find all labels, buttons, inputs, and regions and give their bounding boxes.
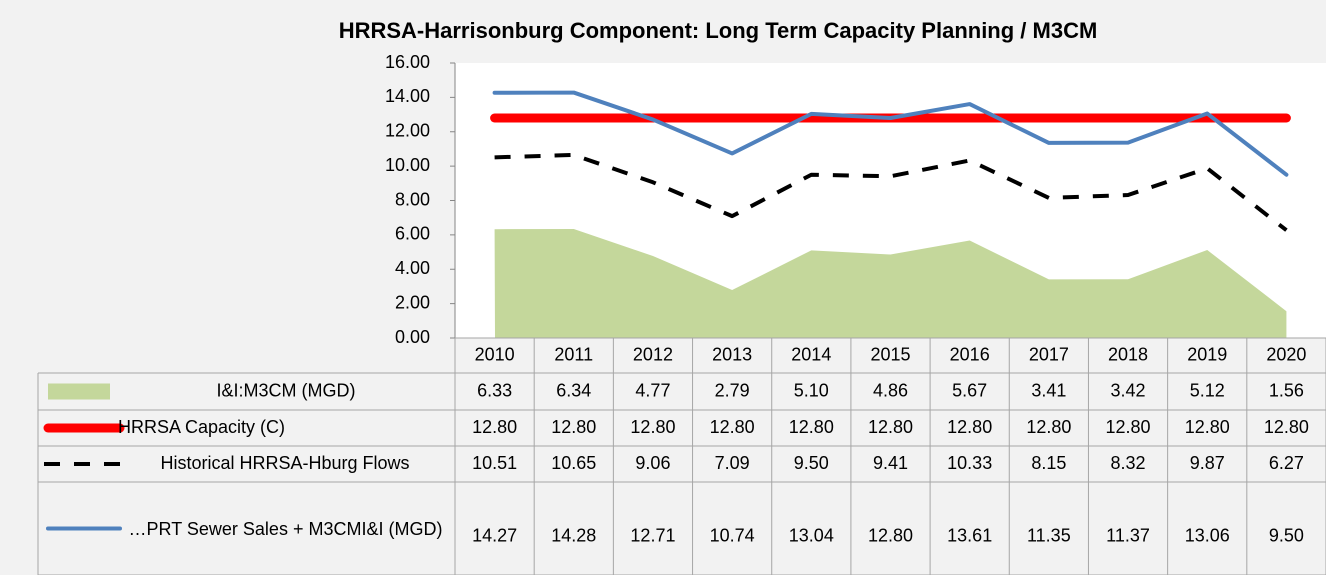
y-tick-label: 2.00 bbox=[395, 292, 430, 312]
table-cell: 6.27 bbox=[1269, 453, 1304, 473]
y-tick-label: 12.00 bbox=[385, 121, 430, 141]
table-cell: 11.37 bbox=[1106, 525, 1150, 545]
legend-label: I&I:M3CM (MGD) bbox=[217, 380, 356, 400]
table-cell: 14.27 bbox=[472, 525, 517, 545]
table-cell: 4.77 bbox=[635, 380, 670, 400]
table-cell: 9.87 bbox=[1190, 453, 1225, 473]
area bbox=[494, 229, 1287, 338]
y-tick-label: 4.00 bbox=[395, 258, 430, 278]
legend-swatch bbox=[48, 383, 110, 400]
table-cell: 2.79 bbox=[715, 380, 750, 400]
table-cell: 12.80 bbox=[1026, 417, 1071, 437]
x-tick-label: 2011 bbox=[554, 344, 593, 364]
table-cell: 12.80 bbox=[1264, 417, 1309, 437]
table-cell: 1.56 bbox=[1269, 380, 1304, 400]
table-cell: 12.80 bbox=[947, 417, 992, 437]
x-tick-label: 2020 bbox=[1266, 344, 1306, 364]
table-cell: 5.12 bbox=[1190, 380, 1225, 400]
table-cell: 3.42 bbox=[1111, 380, 1146, 400]
x-tick-label: 2014 bbox=[791, 344, 831, 364]
x-tick-label: 2015 bbox=[870, 344, 910, 364]
y-tick-label: 0.00 bbox=[395, 327, 430, 347]
x-tick-label: 2013 bbox=[712, 344, 752, 364]
y-tick-label: 14.00 bbox=[385, 86, 430, 106]
x-tick-label: 2010 bbox=[475, 344, 515, 364]
y-tick-label: 16.00 bbox=[385, 52, 430, 72]
table-cell: 12.80 bbox=[710, 417, 755, 437]
table-cell: 10.74 bbox=[710, 525, 755, 545]
y-tick-label: 8.00 bbox=[395, 189, 430, 209]
table-cell: 12.71 bbox=[630, 525, 675, 545]
table-cell: 4.86 bbox=[873, 380, 908, 400]
table-cell: 8.32 bbox=[1111, 453, 1146, 473]
line bbox=[494, 152, 1288, 232]
chart-title: HRRSA-Harrisonburg Component: Long Term … bbox=[339, 18, 1098, 43]
x-tick-label: 2017 bbox=[1029, 344, 1069, 364]
table-cell: 9.41 bbox=[873, 453, 908, 473]
table-cell: 10.51 bbox=[472, 453, 517, 473]
line bbox=[492, 90, 1289, 177]
table-cell: 14.28 bbox=[551, 525, 596, 545]
table-cell: 12.80 bbox=[1185, 417, 1230, 437]
x-tick-label: 2016 bbox=[950, 344, 990, 364]
table-cell: 3.41 bbox=[1031, 380, 1066, 400]
table-cell: 10.33 bbox=[947, 453, 992, 473]
table-cell: 9.06 bbox=[635, 453, 670, 473]
table-cell: 12.80 bbox=[868, 417, 913, 437]
legend-label: Historical HRRSA-Hburg Flows bbox=[160, 453, 409, 473]
table-cell: 9.50 bbox=[1269, 525, 1304, 545]
x-tick-label: 2012 bbox=[633, 344, 673, 364]
table-cell: 7.09 bbox=[715, 453, 750, 473]
table-cell: 12.80 bbox=[630, 417, 675, 437]
table-cell: 12.80 bbox=[789, 417, 834, 437]
table-cell: 13.61 bbox=[947, 525, 992, 545]
table-cell: 12.80 bbox=[1106, 417, 1151, 437]
table-cell: 13.04 bbox=[789, 525, 834, 545]
table-cell: 9.50 bbox=[794, 453, 829, 473]
table-cell: 12.80 bbox=[868, 525, 913, 545]
x-tick-label: 2019 bbox=[1187, 344, 1227, 364]
table-cell: 5.67 bbox=[952, 380, 987, 400]
table-cell: 11.35 bbox=[1027, 525, 1071, 545]
table-cell: 6.34 bbox=[556, 380, 591, 400]
legend-label: HRRSA Capacity (C) bbox=[118, 417, 285, 437]
y-tick-label: 6.00 bbox=[395, 224, 430, 244]
table-cell: 6.33 bbox=[477, 380, 512, 400]
table-cell: 10.65 bbox=[551, 453, 596, 473]
y-tick-label: 10.00 bbox=[385, 155, 430, 175]
table-cell: 5.10 bbox=[794, 380, 829, 400]
table-cell: 12.80 bbox=[472, 417, 517, 437]
table-cell: 8.15 bbox=[1031, 453, 1066, 473]
legend-label-box: …PRT Sewer Sales + M3CMI&I (MGD) bbox=[128, 518, 443, 539]
legend-label: …PRT Sewer Sales + M3CMI&I (MGD) bbox=[128, 518, 443, 539]
table-cell: 13.06 bbox=[1185, 525, 1230, 545]
x-tick-label: 2018 bbox=[1108, 344, 1148, 364]
table-cell: 12.80 bbox=[551, 417, 596, 437]
